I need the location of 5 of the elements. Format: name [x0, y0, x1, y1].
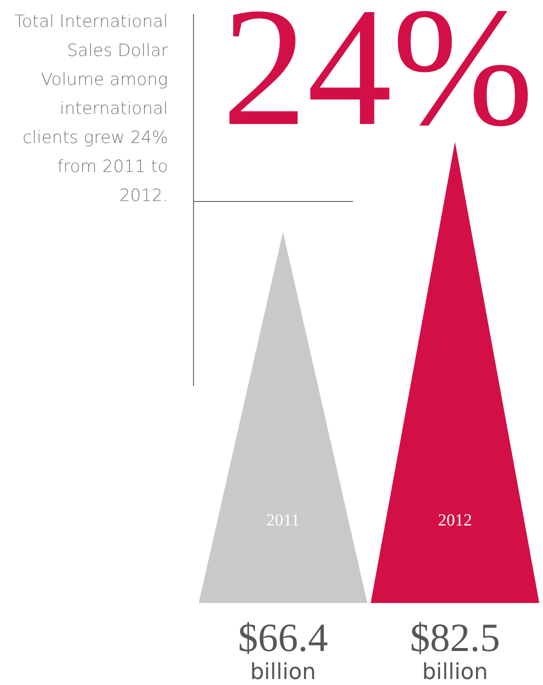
- data-label: $66.4 billion: [238, 615, 328, 685]
- annotation: 24%: [222, 0, 534, 161]
- data-label: $82.5 billion: [410, 615, 500, 685]
- x-tick-label: 2012: [438, 510, 472, 530]
- chart-title: Total International Sales Dollar Volume among international clients grew 24% from 2011 to 2012.: [13, 11, 168, 208]
